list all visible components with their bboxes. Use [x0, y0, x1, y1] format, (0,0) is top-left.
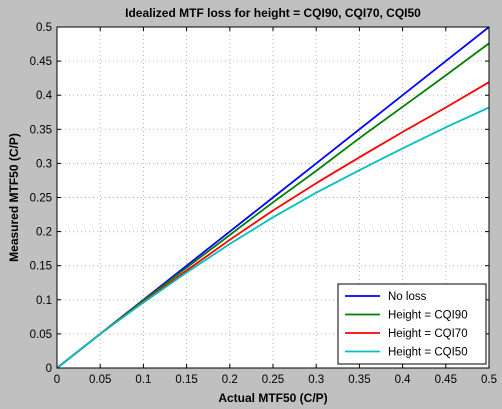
ticks: 0 0.05 0.1 0.15 0.2 0.25 0.3 0.35 0.4 0.45 0.5 0 0.0… — [30, 22, 497, 386]
x-tick-label: 0.25 — [262, 374, 284, 386]
series-line-height-cqi50 — [56, 106, 490, 369]
x-tick-label: 0.2 — [222, 374, 238, 386]
x-tick-label: 0.1 — [135, 374, 151, 386]
series-lines — [56, 26, 490, 369]
legend-label-height-cqi70: Height = CQI70 — [388, 328, 468, 340]
x-tick-label: 0.3 — [308, 374, 324, 386]
y-tick-label: 0.25 — [30, 193, 52, 205]
y-tick-label: 0.35 — [30, 124, 52, 136]
x-tick-label: 0.4 — [395, 374, 412, 386]
x-tick-label: 0.45 — [435, 374, 457, 386]
x-tick-label: 0.05 — [89, 374, 111, 386]
x-tick-label: 0 — [54, 374, 60, 386]
x-tick-label: 0.5 — [481, 374, 497, 386]
x-axis-label: Actual MTF50 (C/P) — [218, 391, 327, 405]
legend-label-height-cqi90: Height = CQI90 — [388, 310, 468, 322]
y-tick-label: 0.05 — [30, 329, 52, 341]
chart-title: Idealized MTF loss for height = CQI90, C… — [125, 6, 421, 20]
x-tick-label: 0.15 — [175, 374, 197, 386]
y-tick-label: 0 — [46, 363, 52, 375]
y-tick-label: 0.2 — [36, 227, 52, 239]
y-axis-label: Measured MTF50 (C/P) — [7, 133, 21, 262]
y-tick-label: 0.3 — [36, 158, 52, 170]
legend-label-height-cqi50: Height = CQI50 — [388, 347, 468, 359]
y-tick-label: 0.4 — [36, 90, 53, 102]
legend: No loss Height = CQI90 Height = CQI70 Heigh… — [337, 283, 487, 365]
y-tick-label: 0.15 — [30, 261, 52, 273]
legend-label-no-loss: No loss — [388, 291, 427, 303]
y-tick-label: 0.1 — [36, 295, 52, 307]
y-tick-label: 0.5 — [36, 22, 52, 34]
y-tick-label: 0.45 — [30, 56, 52, 68]
x-tick-label: 0.35 — [348, 374, 370, 386]
